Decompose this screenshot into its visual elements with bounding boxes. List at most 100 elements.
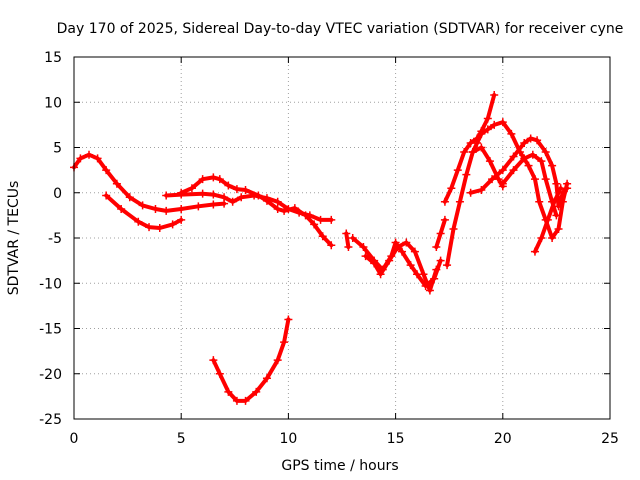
- x-tick-label: 20: [494, 431, 512, 447]
- data-point: [541, 148, 550, 157]
- data-point: [252, 387, 261, 396]
- y-tick-label: -20: [39, 367, 62, 383]
- data-point: [215, 175, 224, 184]
- data-point: [254, 191, 263, 200]
- data-point: [162, 191, 171, 200]
- data-point: [145, 223, 154, 232]
- data-point: [490, 120, 499, 129]
- data-point: [425, 286, 434, 295]
- data-point: [232, 396, 241, 405]
- data-point: [498, 179, 507, 188]
- series-arc-4: [177, 173, 336, 250]
- series-line: [500, 152, 559, 218]
- series-line: [445, 145, 505, 268]
- data-point: [280, 206, 289, 215]
- data-point: [410, 247, 419, 256]
- data-point: [436, 229, 445, 238]
- data-point: [533, 136, 542, 145]
- series-arc-5: [209, 315, 293, 405]
- data-point: [541, 175, 550, 184]
- data-point: [498, 118, 507, 127]
- data-point: [530, 247, 539, 256]
- data-point: [177, 188, 186, 197]
- series-line: [470, 120, 570, 240]
- data-point: [215, 369, 224, 378]
- data-point: [432, 243, 441, 252]
- data-point: [507, 129, 516, 138]
- series-arc-9: [432, 215, 449, 252]
- data-point: [548, 234, 557, 242]
- data-point: [273, 356, 282, 365]
- data-point: [520, 138, 529, 147]
- data-point: [194, 202, 203, 211]
- data-point: [134, 217, 143, 226]
- data-point: [327, 215, 336, 224]
- series-line: [179, 175, 334, 248]
- data-point: [209, 200, 218, 209]
- data-point: [460, 148, 469, 157]
- data-point: [537, 234, 546, 242]
- x-tick-label: 15: [387, 431, 405, 447]
- data-point: [537, 157, 546, 166]
- data-point: [543, 215, 552, 224]
- data-point: [554, 202, 563, 211]
- data-point: [301, 211, 310, 220]
- data-point: [440, 215, 449, 224]
- data-point: [327, 241, 336, 250]
- y-tick-label: 15: [44, 50, 62, 66]
- axis-ticks: 0 5 10 15 20 25 -25 -20 -15 -10 -5 0 5 10 15: [39, 50, 619, 447]
- data-point: [488, 175, 497, 184]
- series-arc-11: [443, 143, 507, 270]
- data-point: [443, 261, 452, 270]
- data-point: [228, 197, 237, 206]
- data-point: [554, 224, 563, 233]
- data-point: [290, 204, 299, 213]
- y-axis-label: SDTVAR / TECUs: [6, 181, 22, 296]
- data-point: [391, 238, 400, 247]
- data-point: [466, 188, 475, 197]
- data-point: [344, 243, 353, 252]
- data-point: [198, 189, 207, 198]
- x-axis-label: GPS time / hours: [281, 458, 398, 474]
- y-tick-label: -25: [39, 412, 62, 428]
- data-point: [316, 215, 325, 224]
- data-point: [550, 197, 559, 206]
- x-tick-label: 25: [601, 431, 619, 447]
- data-point: [477, 143, 486, 152]
- data-point: [209, 356, 218, 365]
- data-point: [419, 270, 428, 279]
- grid-lines: [74, 57, 610, 419]
- data-point: [490, 91, 499, 100]
- data-point: [177, 215, 186, 224]
- data-point: [436, 256, 445, 265]
- chart-title: Day 170 of 2025, Sidereal Day-to-day VTE…: [57, 21, 624, 37]
- series-arc-8: [361, 238, 441, 295]
- data-point: [162, 206, 171, 215]
- data-point: [138, 201, 147, 210]
- y-tick-label: -5: [48, 231, 62, 247]
- data-point: [187, 184, 196, 193]
- data-point: [398, 247, 407, 256]
- x-tick-label: 5: [177, 431, 186, 447]
- data-point: [102, 166, 111, 175]
- series-arc-6: [342, 229, 353, 252]
- data-point: [361, 252, 370, 261]
- data-point: [310, 220, 319, 229]
- data-point: [224, 181, 233, 190]
- data-point: [447, 184, 456, 193]
- data-point: [262, 196, 271, 205]
- series-arc-1: [70, 150, 229, 215]
- x-tick-label: 0: [70, 431, 79, 447]
- y-tick-label: 5: [53, 141, 62, 157]
- data-point: [241, 396, 250, 405]
- data-point: [117, 205, 126, 214]
- data-point: [232, 185, 241, 194]
- data-point: [102, 191, 111, 200]
- x-tick-label: 10: [279, 431, 297, 447]
- data-point: [548, 161, 557, 170]
- data-point: [198, 175, 207, 184]
- y-tick-label: -15: [39, 322, 62, 338]
- data-point: [224, 387, 233, 396]
- data-point: [528, 150, 537, 159]
- data-point: [151, 205, 160, 214]
